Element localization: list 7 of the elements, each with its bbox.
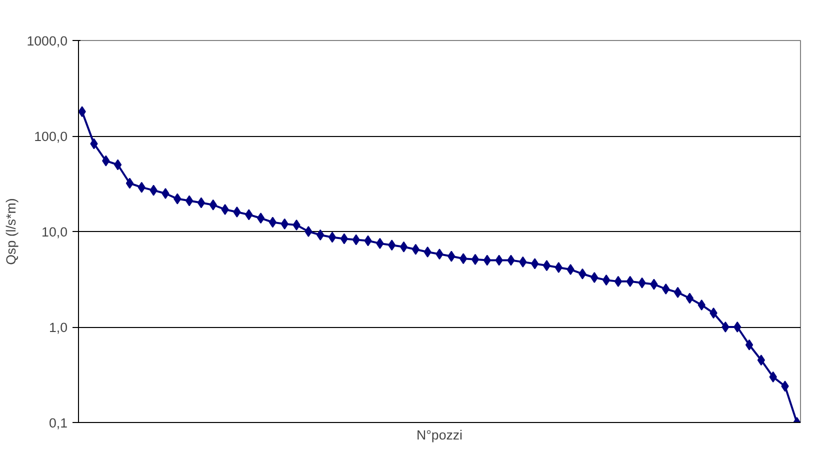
y-tick-label: 100,0	[34, 129, 68, 144]
x-axis-title: N°pozzi	[416, 428, 463, 442]
y-tick-label: 1,0	[48, 320, 68, 335]
y-tick-label: 0,1	[48, 416, 68, 430]
y-tick-label: 10,0	[42, 224, 68, 240]
y-tick-label: 1000,0	[26, 34, 68, 48]
y-axis-title: Qsp (l/s*m)	[4, 198, 19, 265]
